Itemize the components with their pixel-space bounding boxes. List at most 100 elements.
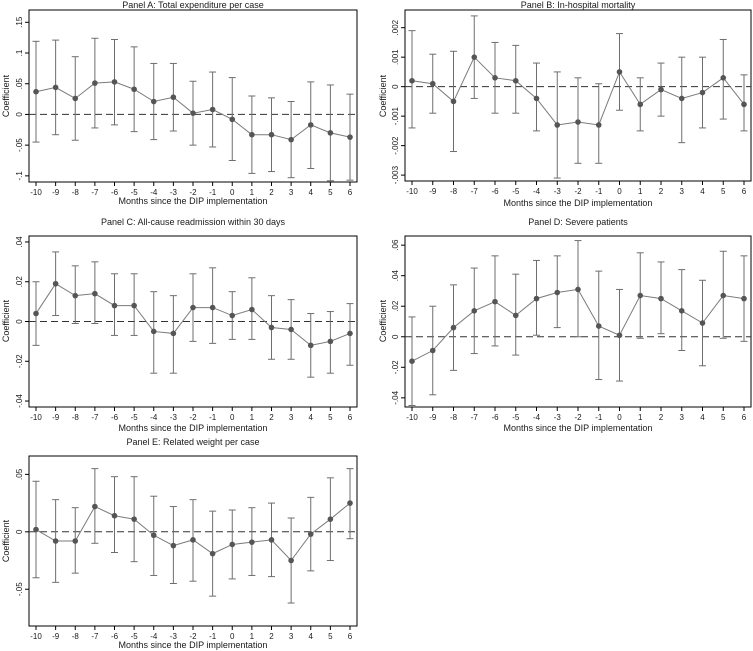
panel-b-x-tick-label: -6: [491, 187, 499, 196]
panel-d-x-tick-label: 1: [638, 413, 643, 422]
panel-d-coefficient-point: [512, 312, 519, 319]
panel-b-coefficient-point: [720, 75, 727, 81]
panel-a-x-tick-label: -3: [170, 188, 178, 197]
panel-d-x-tick-label: 6: [742, 413, 747, 422]
panel-c-coefficient-point: [249, 306, 255, 313]
panel-a-coefficient-point: [307, 122, 314, 128]
panel-b-coefficient-point: [637, 101, 644, 108]
panel-a-title: Panel A: Total expenditure per case: [122, 0, 263, 10]
panel-e-coefficient-point: [170, 542, 177, 549]
panel-a-coefficient-point: [52, 84, 59, 91]
panel-e-coefficient-point: [190, 537, 196, 543]
panel-b-x-tick-label: 3: [680, 187, 685, 196]
panel-d-x-tick-label: -1: [595, 413, 603, 422]
panel-c-x-tick-label: -5: [131, 413, 139, 422]
panel-a-y-tick-label: -.05: [15, 138, 24, 152]
panel-c-y-tick-label: -.02: [15, 354, 24, 368]
panel-c-x-tick-label: -9: [52, 413, 60, 422]
panel-c-x-tick-label: 4: [309, 413, 314, 422]
panel-b-coefficient-point: [471, 54, 478, 60]
panel-d-y-tick-label: .04: [391, 270, 400, 282]
panel-b-x-tick-label: 6: [742, 187, 747, 196]
panel-a-coefficient-point: [131, 86, 137, 93]
panel-b-x-tick-label: -10: [406, 187, 418, 196]
panel-a: Panel A: Total expenditure per case Mont…: [1, 0, 358, 206]
panel-c-x-tick-label: -2: [189, 413, 197, 422]
panel-e: Panel E: Related weight per case Months …: [1, 437, 358, 650]
panel-a-x-tick-label: -1: [209, 188, 217, 197]
panel-a-coefficient-point: [190, 110, 196, 116]
panel-d-coefficient-point: [720, 292, 727, 299]
panel-a-coefficient-point: [249, 131, 255, 138]
panel-d-x-tick-label: 4: [700, 413, 705, 422]
panel-c-coefficient-point: [52, 280, 59, 287]
panel-d-coefficient-point: [575, 286, 581, 293]
panel-d-x-tick-label: -10: [406, 413, 418, 422]
panel-b-x-tick-label: -1: [595, 187, 603, 196]
panel-c-x-tick-label: -8: [72, 413, 80, 422]
panel-e-x-tick-label: 6: [348, 632, 353, 641]
panel-d-x-axis-label: Months since the DIP implementation: [504, 423, 653, 433]
panel-e-x-tick-label: -6: [111, 632, 119, 641]
panel-d-x-tick-label: -7: [471, 413, 479, 422]
panel-c-coefficient-point: [307, 342, 314, 349]
panel-a-coefficient-point: [111, 79, 118, 85]
panel-c: Panel C: All-cause readmission within 30…: [1, 217, 358, 433]
panel-d-y-tick-label: .06: [391, 239, 400, 251]
panel-d-marks: -.04-.020.02.04.06-10 -9 -8 -7 -6 -5 -4 -3 -2 -1 0…: [391, 239, 751, 422]
panel-c-coefficient-point: [209, 304, 216, 311]
panel-e-y-tick-label: .05: [15, 468, 24, 480]
panel-a-marks: -.1-.050.05.1.15-10 -9 -8 -7 -6 -5 -4 -3 -2 -1 0 1 2…: [15, 16, 357, 197]
panel-e-coefficient-point: [307, 531, 314, 537]
panel-a-x-tick-label: 2: [269, 188, 274, 197]
panel-a-coefficient-point: [170, 94, 177, 101]
panel-d-y-tick-label: -.04: [391, 390, 400, 404]
panel-e-y-tick-label: 0: [15, 529, 24, 534]
panel-b-x-tick-label: -3: [554, 187, 562, 196]
panel-b-coefficient-point: [512, 77, 519, 84]
panel-e-coefficient-point: [229, 541, 236, 548]
panel-b-coefficient-point: [595, 122, 602, 128]
panel-b-title: Panel B: In-hospital mortality: [521, 0, 636, 10]
panel-b-y-tick-label: -.001: [391, 106, 400, 125]
panel-a-x-tick-label: -8: [72, 188, 80, 197]
panel-c-x-tick-label: -3: [170, 413, 178, 422]
panel-d-y-tick-label: 0: [391, 334, 400, 339]
panel-a-x-tick-label: 6: [348, 188, 353, 197]
panel-b-x-axis-label: Months since the DIP implementation: [504, 198, 653, 208]
panel-d-x-tick-label: -9: [429, 413, 437, 422]
panel-a-y-tick-label: .1: [15, 49, 24, 56]
panel-b-coefficient-point: [658, 86, 664, 93]
panel-c-coefficient-point: [327, 338, 334, 345]
panel-b-x-tick-label: 5: [721, 187, 726, 196]
panel-d-x-tick-label: -8: [450, 413, 458, 422]
panel-d-x-tick-label: -4: [533, 413, 541, 422]
panel-c-x-tick-label: -10: [30, 413, 42, 422]
panel-e-x-tick-label: 3: [289, 632, 294, 641]
panel-c-coefficient-point: [268, 324, 275, 331]
panel-e-x-tick-label: -2: [189, 632, 197, 641]
panel-a-y-tick-label: .15: [15, 16, 24, 28]
panel-e-x-tick-label: -9: [52, 632, 60, 641]
panel-c-coefficient-point: [190, 304, 196, 311]
panel-a-x-tick-label: -4: [150, 188, 158, 197]
panel-a-x-tick-label: 5: [328, 188, 333, 197]
panel-c-x-tick-label: 0: [230, 413, 235, 422]
panel-d-coefficient-point: [554, 289, 561, 296]
panel-b-x-tick-label: -2: [574, 187, 582, 196]
panel-a-coefficient-point: [288, 136, 294, 143]
panel-a-x-tick-label: -10: [30, 188, 42, 197]
panel-b-x-tick-label: 2: [659, 187, 664, 196]
panel-c-x-tick-label: 6: [348, 413, 353, 422]
panel-b-y-tick-label: 0: [391, 84, 400, 89]
panel-e-x-tick-label: -10: [30, 632, 42, 641]
panel-b-y-tick-label: -.002: [391, 136, 400, 155]
panel-c-x-tick-label: -1: [209, 413, 217, 422]
panel-a-x-tick-label: 4: [309, 188, 314, 197]
panel-e-coefficient-point: [209, 550, 216, 557]
panel-e-coefficient-point: [268, 537, 275, 543]
panel-c-coefficient-point: [111, 302, 118, 309]
panel-d-x-tick-label: -5: [512, 413, 520, 422]
